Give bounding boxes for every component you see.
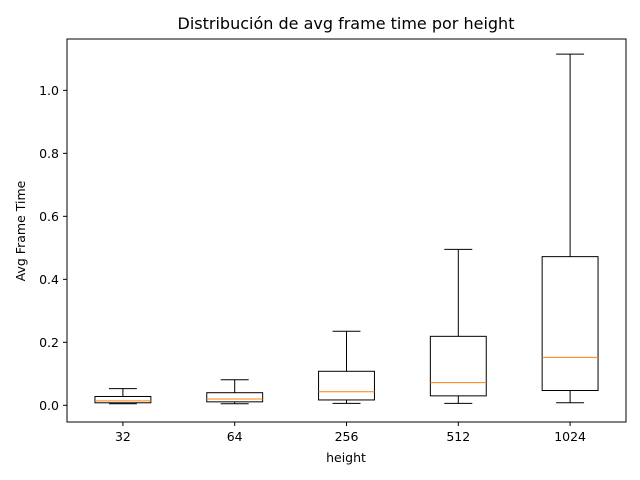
box-series	[94, 53, 599, 405]
x-axis-label: height	[326, 450, 366, 465]
x-tick-label: 32	[115, 429, 131, 444]
y-tick-label: 0.2	[39, 335, 59, 350]
y-tick-label: 0.0	[39, 398, 59, 413]
x-axis: 32 64 256 512 1024	[115, 422, 586, 444]
x-tick-label: 1024	[554, 429, 586, 444]
y-axis-label: Avg Frame Time	[13, 180, 28, 281]
y-tick-label: 0.8	[39, 146, 59, 161]
box-512	[429, 248, 487, 404]
box-64	[206, 379, 264, 405]
iqr-box	[429, 335, 487, 397]
iqr-box	[318, 370, 375, 401]
iqr-box	[541, 256, 599, 392]
x-tick-label: 64	[227, 429, 243, 444]
iqr-box	[206, 392, 264, 403]
box-1024	[541, 53, 599, 404]
box-32	[94, 388, 152, 405]
chart-title: Distribución de avg frame time por heigh…	[178, 14, 515, 33]
x-tick-label: 256	[335, 429, 359, 444]
y-tick-label: 1.0	[39, 83, 59, 98]
y-tick-label: 0.4	[39, 272, 59, 287]
y-tick-label: 0.6	[39, 209, 59, 224]
iqr-box	[94, 395, 152, 404]
y-axis: 0.0 0.2 0.4 0.6 0.8 1.0	[39, 83, 67, 413]
x-tick-label: 512	[446, 429, 470, 444]
box-256	[318, 330, 375, 404]
